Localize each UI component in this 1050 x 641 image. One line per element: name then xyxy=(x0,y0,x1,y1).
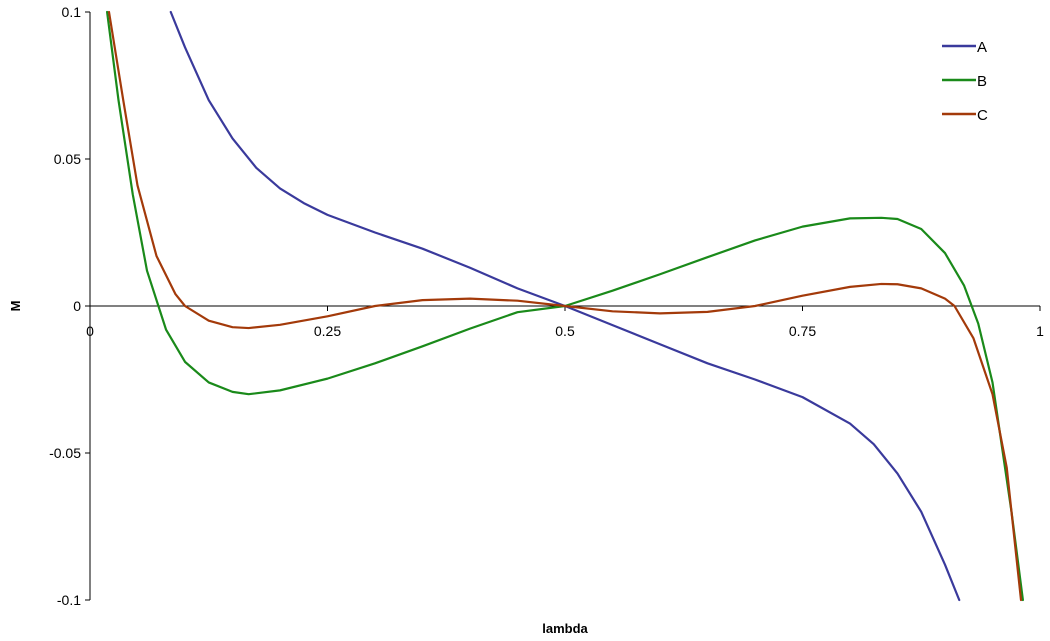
x-tick-label: 0.25 xyxy=(314,323,341,339)
series-lines xyxy=(105,10,1025,602)
x-tick-label: 0 xyxy=(86,323,94,339)
y-tick-label: 0.05 xyxy=(54,151,81,167)
legend-item-c: C xyxy=(942,107,988,124)
y-tick-label: -0.05 xyxy=(49,445,81,461)
y-tick-label: 0.1 xyxy=(62,4,82,20)
legend-label: C xyxy=(977,107,988,124)
x-tick-label: 0.5 xyxy=(555,323,575,339)
x-axis-title: lambda xyxy=(542,621,588,636)
legend-label: B xyxy=(977,73,987,90)
legend-label: A xyxy=(977,39,987,56)
y-axis-ticks: -0.1 -0.05 0 0.05 0.1 xyxy=(49,4,90,608)
legend-item-a: A xyxy=(942,39,987,56)
x-tick-label: 0.75 xyxy=(789,323,816,339)
y-axis-title: M xyxy=(8,301,23,312)
series-line-c xyxy=(107,10,1023,602)
x-axis-ticks: 0 0.25 0.5 0.75 1 xyxy=(86,306,1044,339)
y-tick-label: 0 xyxy=(73,298,81,314)
series-line-a xyxy=(169,10,961,602)
legend-item-b: B xyxy=(942,73,987,90)
plot-area: -0.1 -0.05 0 0.05 0.1 0 0.25 0.5 0.75 1 xyxy=(49,4,1044,608)
y-tick-label: -0.1 xyxy=(57,592,81,608)
x-tick-label: 1 xyxy=(1036,323,1044,339)
legend: ABC xyxy=(942,39,988,124)
